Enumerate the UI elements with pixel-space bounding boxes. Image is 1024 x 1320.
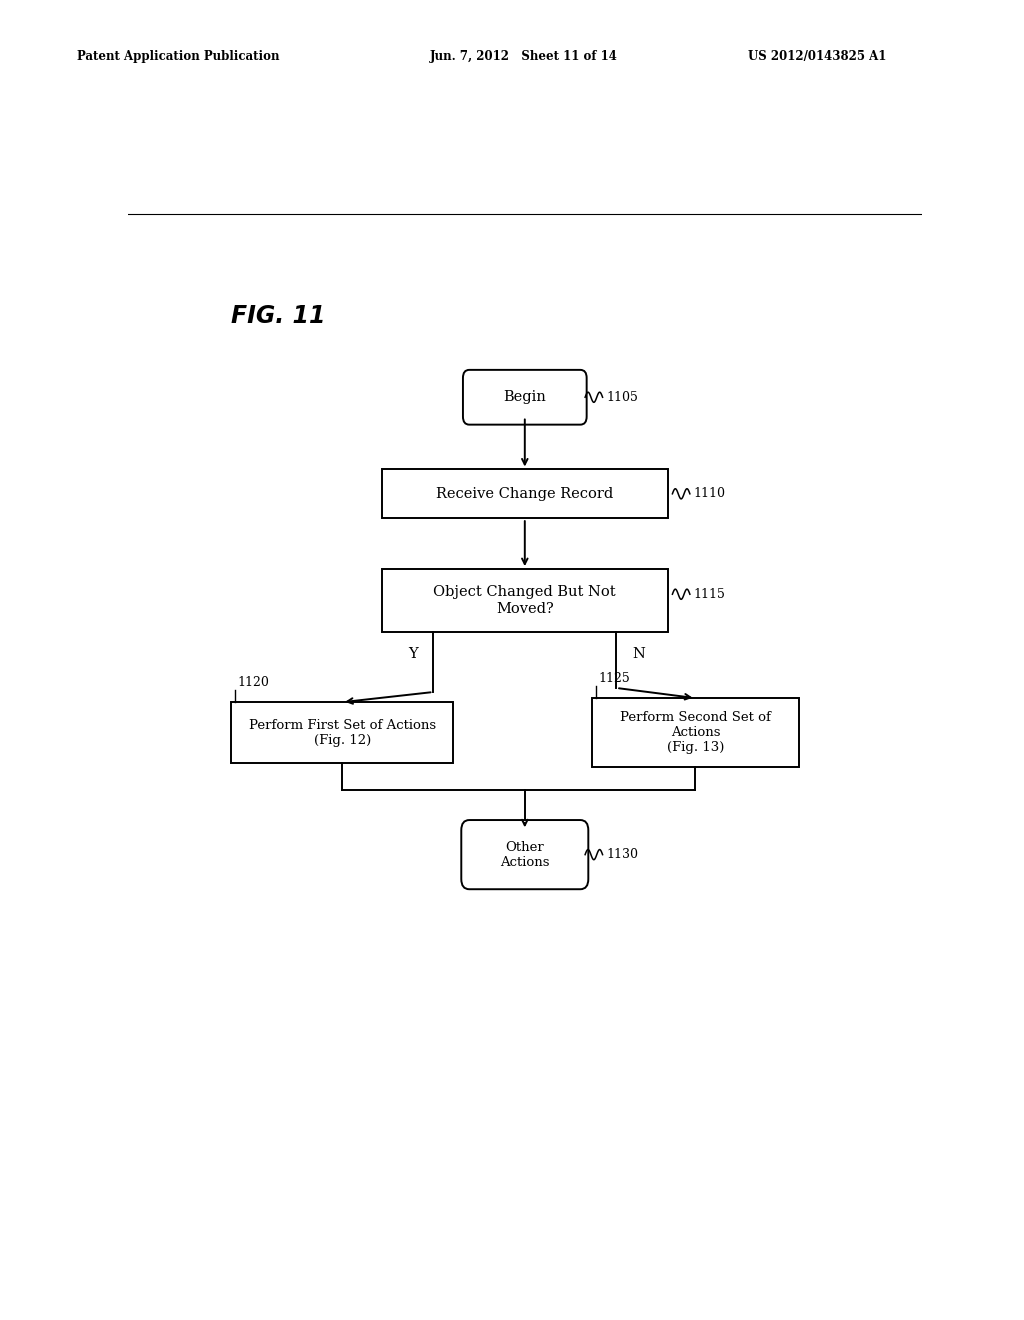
Text: US 2012/0143825 A1: US 2012/0143825 A1 [748,50,886,63]
Text: Begin: Begin [504,391,546,404]
Text: 1130: 1130 [606,849,639,861]
Text: Y: Y [408,647,418,661]
Bar [382,470,668,519]
Text: N: N [632,647,645,661]
Text: Perform Second Set of
Actions
(Fig. 13): Perform Second Set of Actions (Fig. 13) [620,711,771,754]
Text: Object Changed But Not
Moved?: Object Changed But Not Moved? [433,586,616,615]
Text: 1105: 1105 [606,391,638,404]
Bar [592,698,799,767]
Text: Patent Application Publication: Patent Application Publication [77,50,280,63]
FancyBboxPatch shape [463,370,587,425]
Text: Jun. 7, 2012   Sheet 11 of 14: Jun. 7, 2012 Sheet 11 of 14 [430,50,617,63]
Text: 1125: 1125 [599,672,631,685]
Text: Other
Actions: Other Actions [500,841,550,869]
Bar [382,569,668,632]
Text: 1120: 1120 [238,676,269,689]
Text: 1115: 1115 [694,587,726,601]
Text: Receive Change Record: Receive Change Record [436,487,613,500]
FancyBboxPatch shape [461,820,589,890]
Text: Perform First Set of Actions
(Fig. 12): Perform First Set of Actions (Fig. 12) [249,718,436,747]
Text: 1110: 1110 [694,487,726,500]
Bar [231,702,454,763]
Text: FIG. 11: FIG. 11 [231,304,326,327]
